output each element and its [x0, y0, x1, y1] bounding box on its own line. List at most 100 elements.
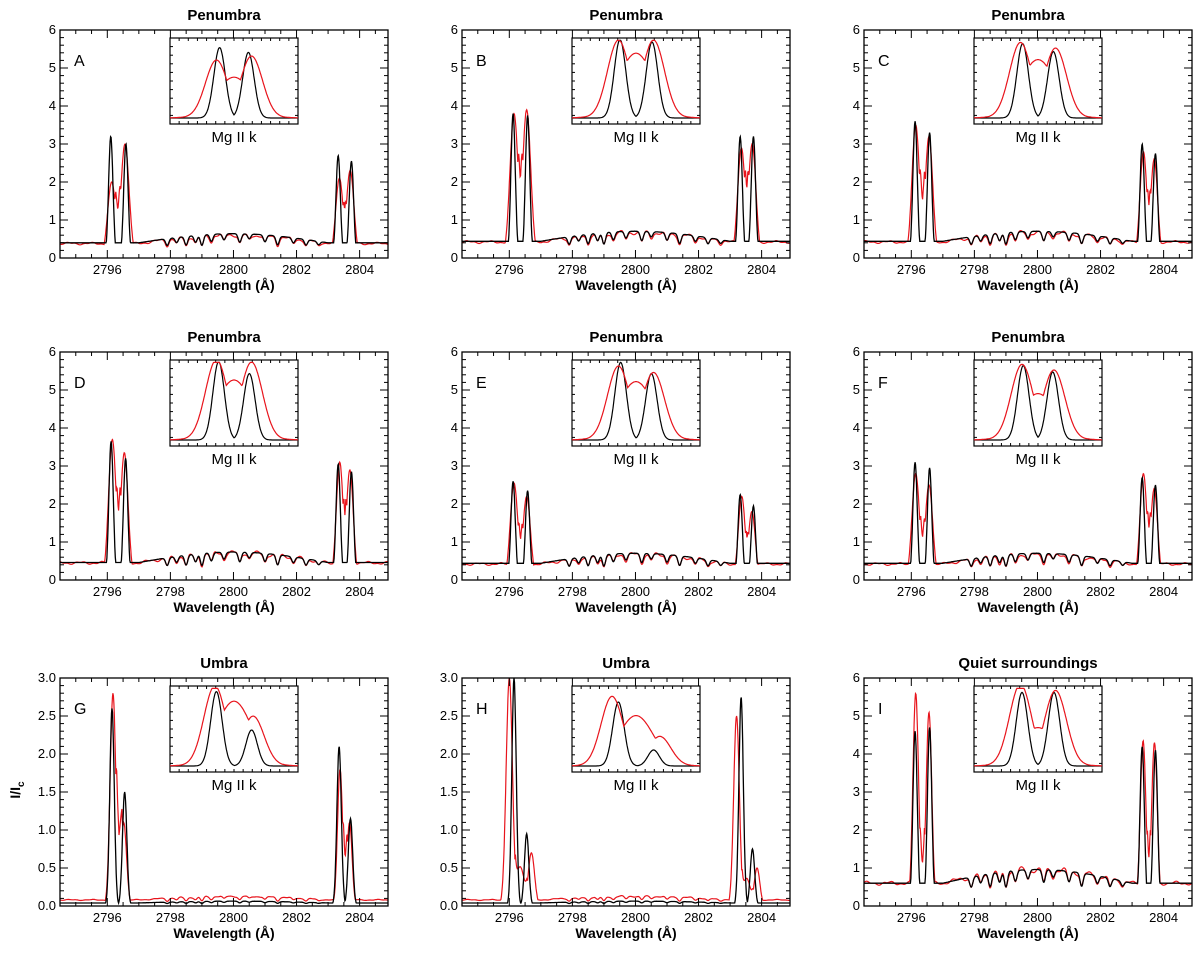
inset-observed-line: [170, 361, 298, 441]
y-tick-label: 6: [853, 344, 860, 359]
y-tick-label: 1: [853, 860, 860, 875]
inset-label: Mg II k: [613, 129, 659, 146]
inset-frame: [571, 359, 701, 447]
x-tick-label: 2800: [219, 910, 248, 925]
x-tick-label: 2798: [558, 262, 587, 277]
y-tick-label: 0: [451, 572, 458, 587]
y-tick-label: 0.0: [440, 898, 458, 913]
x-tick-label: 2798: [156, 584, 185, 599]
x-tick-label: 2804: [747, 910, 776, 925]
x-tick-label: 2796: [495, 910, 524, 925]
y-tick-label: 3: [49, 136, 56, 151]
y-tick-label: 2: [49, 496, 56, 511]
inset-frame: [169, 37, 299, 125]
x-tick-label: 2802: [1086, 262, 1115, 277]
y-tick-label: 4: [49, 98, 56, 113]
y-tick-label: 1.0: [440, 822, 458, 837]
y-tick-label: 1: [451, 212, 458, 227]
inset-observed-line: [572, 39, 700, 119]
inset-label: Mg II k: [211, 129, 257, 146]
y-tick-label: 6: [49, 344, 56, 359]
y-tick-label: 2: [451, 496, 458, 511]
inset-label: Mg II k: [211, 451, 257, 468]
inset-label: Mg II k: [211, 777, 257, 794]
y-tick-label: 1.0: [38, 822, 56, 837]
inset-synthetic-line: [170, 47, 298, 119]
inset-frame: [973, 685, 1103, 773]
synthetic-series-line: [462, 113, 790, 245]
panel-title: Penumbra: [991, 329, 1065, 346]
inset-label: Mg II k: [1015, 129, 1061, 146]
x-tick-label: 2796: [495, 262, 524, 277]
y-tick-label: 1: [853, 212, 860, 227]
inset-observed-line: [170, 55, 298, 119]
y-tick-label: 2.0: [38, 746, 56, 761]
x-tick-label: 2800: [219, 584, 248, 599]
y-tick-label: 3.0: [440, 670, 458, 685]
x-tick-label: 2802: [1086, 910, 1115, 925]
panel-h: Umbra 2796 2798 2800 2802 2804 Wavelength (Å) 0…: [440, 655, 791, 941]
x-tick-label: 2796: [93, 262, 122, 277]
y-tick-label: 4: [853, 98, 860, 113]
x-tick-label: 2798: [156, 910, 185, 925]
inset-label: Mg II k: [613, 777, 659, 794]
y-tick-label: 6: [853, 670, 860, 685]
inset-synthetic-line: [170, 361, 298, 441]
inset-frame: [973, 359, 1103, 447]
synthetic-series-line: [60, 441, 388, 567]
y-tick-label: 0.5: [38, 860, 56, 875]
panel-title: Umbra: [200, 655, 248, 672]
y-tick-label: 1: [49, 534, 56, 549]
y-tick-label: 4: [853, 420, 860, 435]
y-tick-label: 3: [49, 458, 56, 473]
panel-letter: H: [476, 701, 488, 718]
inset-synthetic-line: [974, 364, 1102, 441]
x-tick-label: 2796: [897, 262, 926, 277]
x-tick-label: 2800: [1023, 910, 1052, 925]
x-tick-label: 2796: [897, 584, 926, 599]
x-tick-label: 2796: [495, 584, 524, 599]
y-tick-label: 1.5: [440, 784, 458, 799]
inset-frame: [169, 359, 299, 447]
panel-letter: G: [74, 701, 86, 718]
panel-title: Penumbra: [589, 329, 663, 346]
synthetic-series-line: [864, 462, 1192, 567]
panel-title: Penumbra: [991, 7, 1065, 24]
panel-g: Umbra 2796 2798 2800 2802 2804 Wavelength (Å) 0…: [38, 655, 389, 941]
y-tick-label: 4: [451, 420, 458, 435]
synthetic-series-line: [462, 481, 790, 567]
x-axis-label: Wavelength (Å): [977, 599, 1078, 615]
y-tick-label: 0.5: [440, 860, 458, 875]
y-tick-label: 0: [49, 572, 56, 587]
y-tick-label: 0: [451, 250, 458, 265]
inset-observed-line: [974, 41, 1102, 119]
shared-y-axis-label: I/Ic: [7, 781, 27, 799]
y-tick-label: 5: [49, 60, 56, 75]
panel-e: Penumbra 2796 2798 2800 2802 2804 Wavelength (…: [451, 329, 791, 615]
panel-grid: Penumbra 2796 2798 2800 2802 2804 Wavelength (…: [38, 7, 1193, 941]
x-tick-label: 2798: [960, 262, 989, 277]
x-tick-label: 2804: [747, 584, 776, 599]
x-tick-label: 2798: [558, 584, 587, 599]
y-tick-label: 1: [49, 212, 56, 227]
x-tick-label: 2804: [1149, 262, 1178, 277]
x-tick-label: 2798: [960, 584, 989, 599]
panel-letter: B: [476, 53, 487, 70]
inset-label: Mg II k: [1015, 777, 1061, 794]
inset-synthetic-line: [572, 361, 700, 441]
synthetic-series-line: [60, 135, 388, 247]
y-tick-label: 5: [451, 382, 458, 397]
y-tick-label: 5: [853, 60, 860, 75]
x-tick-label: 2804: [345, 262, 374, 277]
x-tick-label: 2798: [558, 910, 587, 925]
inset-label: Mg II k: [1015, 451, 1061, 468]
y-tick-label: 3: [853, 784, 860, 799]
panel-title: Umbra: [602, 655, 650, 672]
x-tick-label: 2802: [684, 910, 713, 925]
y-tick-label: 2.5: [440, 708, 458, 723]
observed-series-line: [462, 108, 790, 246]
inset-frame: [571, 37, 701, 125]
y-tick-label: 0: [853, 898, 860, 913]
y-tick-label: 0.0: [38, 898, 56, 913]
panel-title: Penumbra: [187, 329, 261, 346]
